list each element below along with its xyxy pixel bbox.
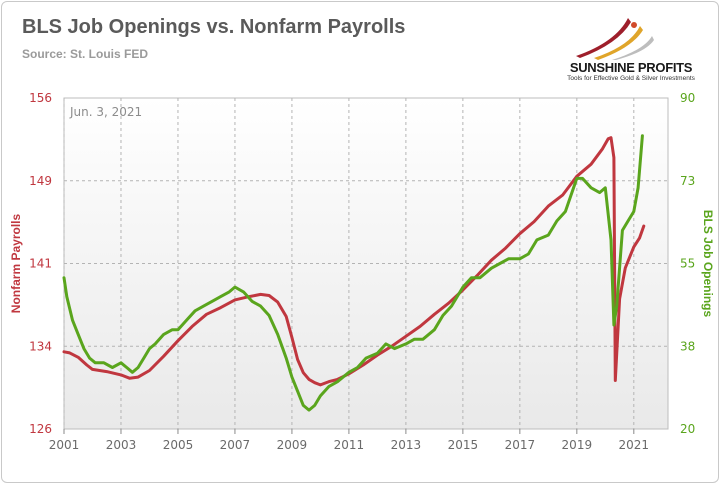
x-tick-label: 2011 xyxy=(334,438,365,452)
right-tick-label: 73 xyxy=(680,174,695,188)
nonfarm-payrolls-line xyxy=(62,136,646,387)
x-tick-label: 2019 xyxy=(562,438,593,452)
sun-swoosh-icon xyxy=(576,18,654,60)
grid-lines xyxy=(63,98,668,429)
date-annotation: Jun. 3, 2021 xyxy=(69,105,142,119)
chart-title: BLS Job Openings vs. Nonfarm Payrolls xyxy=(22,16,406,38)
left-tick-label: 126 xyxy=(29,422,52,436)
x-tick-label: 2003 xyxy=(106,438,137,452)
left-tick-label: 156 xyxy=(29,91,52,105)
right-tick-label: 55 xyxy=(680,257,695,271)
x-tick-label: 2021 xyxy=(619,438,650,452)
left-tick-label: 149 xyxy=(29,174,52,188)
x-tick-label: 2013 xyxy=(391,438,422,452)
x-tick-label: 2007 xyxy=(220,438,251,452)
x-tick-label: 2017 xyxy=(505,438,536,452)
sunshine-profits-logo: SUNSHINE PROFITS Tools for Effective Gol… xyxy=(556,16,706,86)
x-tick-label: 2005 xyxy=(163,438,194,452)
left-axis: 126 134 141 149 156 xyxy=(29,91,52,436)
right-tick-label: 20 xyxy=(680,422,695,436)
chart-source: Source: St. Louis FED xyxy=(22,47,149,61)
right-tick-label: 38 xyxy=(680,339,695,353)
logo-tagline: Tools for Effective Gold & Silver Invest… xyxy=(567,75,695,82)
right-tick-label: 90 xyxy=(680,91,695,105)
right-axis: 20 38 55 73 90 xyxy=(680,91,695,436)
x-tick-label: 2009 xyxy=(277,438,308,452)
right-axis-title: BLS Job Openings xyxy=(701,210,715,318)
left-tick-label: 134 xyxy=(29,339,52,353)
left-axis-title: Nonfarm Payrolls xyxy=(9,213,23,313)
x-axis: 2001 2003 2005 2007 2009 2011 2013 2015 2017 2019… xyxy=(49,429,649,452)
x-tick-label: 2001 xyxy=(49,438,80,452)
logo-name: SUNSHINE PROFITS xyxy=(569,60,693,75)
job-openings-line xyxy=(62,134,644,412)
x-tick-label: 2015 xyxy=(448,438,479,452)
left-tick-label: 141 xyxy=(29,257,52,271)
series-layer xyxy=(62,134,646,412)
